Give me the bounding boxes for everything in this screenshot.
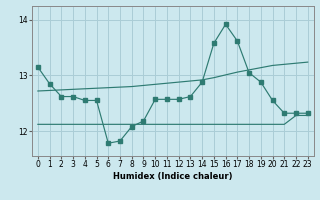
X-axis label: Humidex (Indice chaleur): Humidex (Indice chaleur) xyxy=(113,172,233,181)
